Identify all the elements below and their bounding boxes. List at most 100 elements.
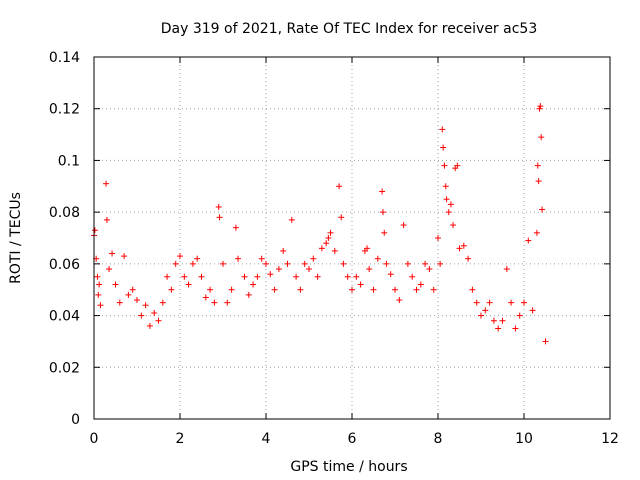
x-tick-label: 6 (348, 431, 357, 447)
data-point (413, 286, 420, 293)
chart-title: Day 319 of 2021, Rate Of TEC Index for r… (161, 21, 537, 37)
data-point (440, 144, 447, 151)
x-tick-label: 4 (262, 431, 271, 447)
data-point (454, 162, 461, 169)
data-point (499, 317, 506, 324)
data-point (263, 260, 269, 267)
data-point (91, 227, 98, 234)
y-tick-label: 0.12 (49, 102, 80, 118)
data-point (409, 273, 416, 280)
y-tick-label: 0.1 (58, 153, 80, 169)
data-point (314, 273, 321, 280)
data-point (340, 260, 347, 267)
data-point (443, 196, 450, 203)
data-point (357, 281, 364, 288)
data-point (349, 286, 355, 293)
data-point (94, 273, 101, 280)
data-point (512, 325, 519, 332)
data-point (456, 245, 463, 252)
data-point (194, 255, 201, 262)
data-point (478, 312, 484, 319)
data-point (336, 183, 343, 190)
data-point (450, 222, 457, 229)
data-point (521, 299, 527, 306)
data-point (473, 299, 480, 306)
data-point (338, 214, 345, 221)
data-point (442, 183, 449, 190)
x-axis-ticks: 0 2 4 6 8 10 12 (90, 57, 619, 447)
data-point (267, 271, 274, 278)
y-tick-label: 0.06 (49, 257, 80, 273)
data-point (537, 103, 544, 110)
data-point (109, 250, 116, 257)
data-point (490, 317, 497, 324)
data-point (112, 281, 119, 288)
data-point (383, 260, 390, 267)
data-point (469, 286, 476, 293)
data-point (535, 178, 542, 185)
data-point (151, 309, 158, 316)
data-point (318, 245, 325, 252)
data-point (106, 266, 113, 273)
data-point (95, 291, 102, 298)
y-tick-label: 0.14 (49, 50, 80, 66)
x-tick-label: 10 (515, 431, 533, 447)
x-tick-label: 2 (176, 431, 185, 447)
data-point (379, 209, 386, 216)
data-point (224, 299, 231, 306)
data-point (441, 162, 448, 169)
data-point (366, 266, 373, 273)
data-point (177, 253, 183, 260)
data-point (400, 222, 407, 229)
y-tick-label: 0.02 (49, 360, 80, 376)
y-tick-label: 0 (71, 412, 80, 428)
data-point (364, 245, 371, 252)
data-point (121, 253, 128, 260)
y-axis-ticks: 0 0.02 0.04 0.06 0.08 0.1 0.12 0.14 (49, 50, 610, 428)
data-point (250, 281, 257, 288)
data-point (538, 134, 545, 141)
data-point (381, 229, 388, 236)
data-point (370, 286, 377, 293)
data-point (228, 286, 235, 293)
data-point (142, 302, 149, 309)
data-point (445, 209, 452, 216)
data-point (215, 203, 222, 210)
data-point (503, 266, 510, 273)
data-point (138, 312, 145, 319)
data-point (241, 273, 248, 280)
data-point (482, 307, 489, 314)
data-point (422, 260, 429, 267)
data-point (189, 260, 196, 267)
data-point (181, 273, 188, 280)
data-point (96, 281, 103, 288)
data-point (387, 271, 394, 278)
data-point (460, 242, 467, 249)
data-point (439, 126, 446, 133)
data-point (435, 235, 441, 241)
data-point (134, 297, 140, 304)
data-point (374, 255, 381, 262)
data-point (103, 216, 110, 223)
data-point (254, 273, 261, 280)
data-point (235, 255, 242, 262)
data-point (207, 286, 214, 293)
data-point (325, 235, 332, 241)
data-point (168, 286, 175, 293)
data-point (396, 297, 403, 304)
y-tick-label: 0.04 (49, 309, 80, 325)
data-point (331, 247, 338, 254)
data-point (542, 338, 549, 345)
data-point (284, 260, 291, 267)
data-point (536, 105, 543, 112)
data-point (392, 286, 398, 293)
data-point (495, 325, 502, 332)
data-point (301, 260, 308, 267)
x-tick-label: 12 (601, 431, 619, 447)
data-point (280, 247, 287, 254)
data-point (202, 294, 209, 301)
data-point (323, 240, 330, 247)
data-point (525, 237, 532, 244)
data-point (258, 255, 265, 262)
